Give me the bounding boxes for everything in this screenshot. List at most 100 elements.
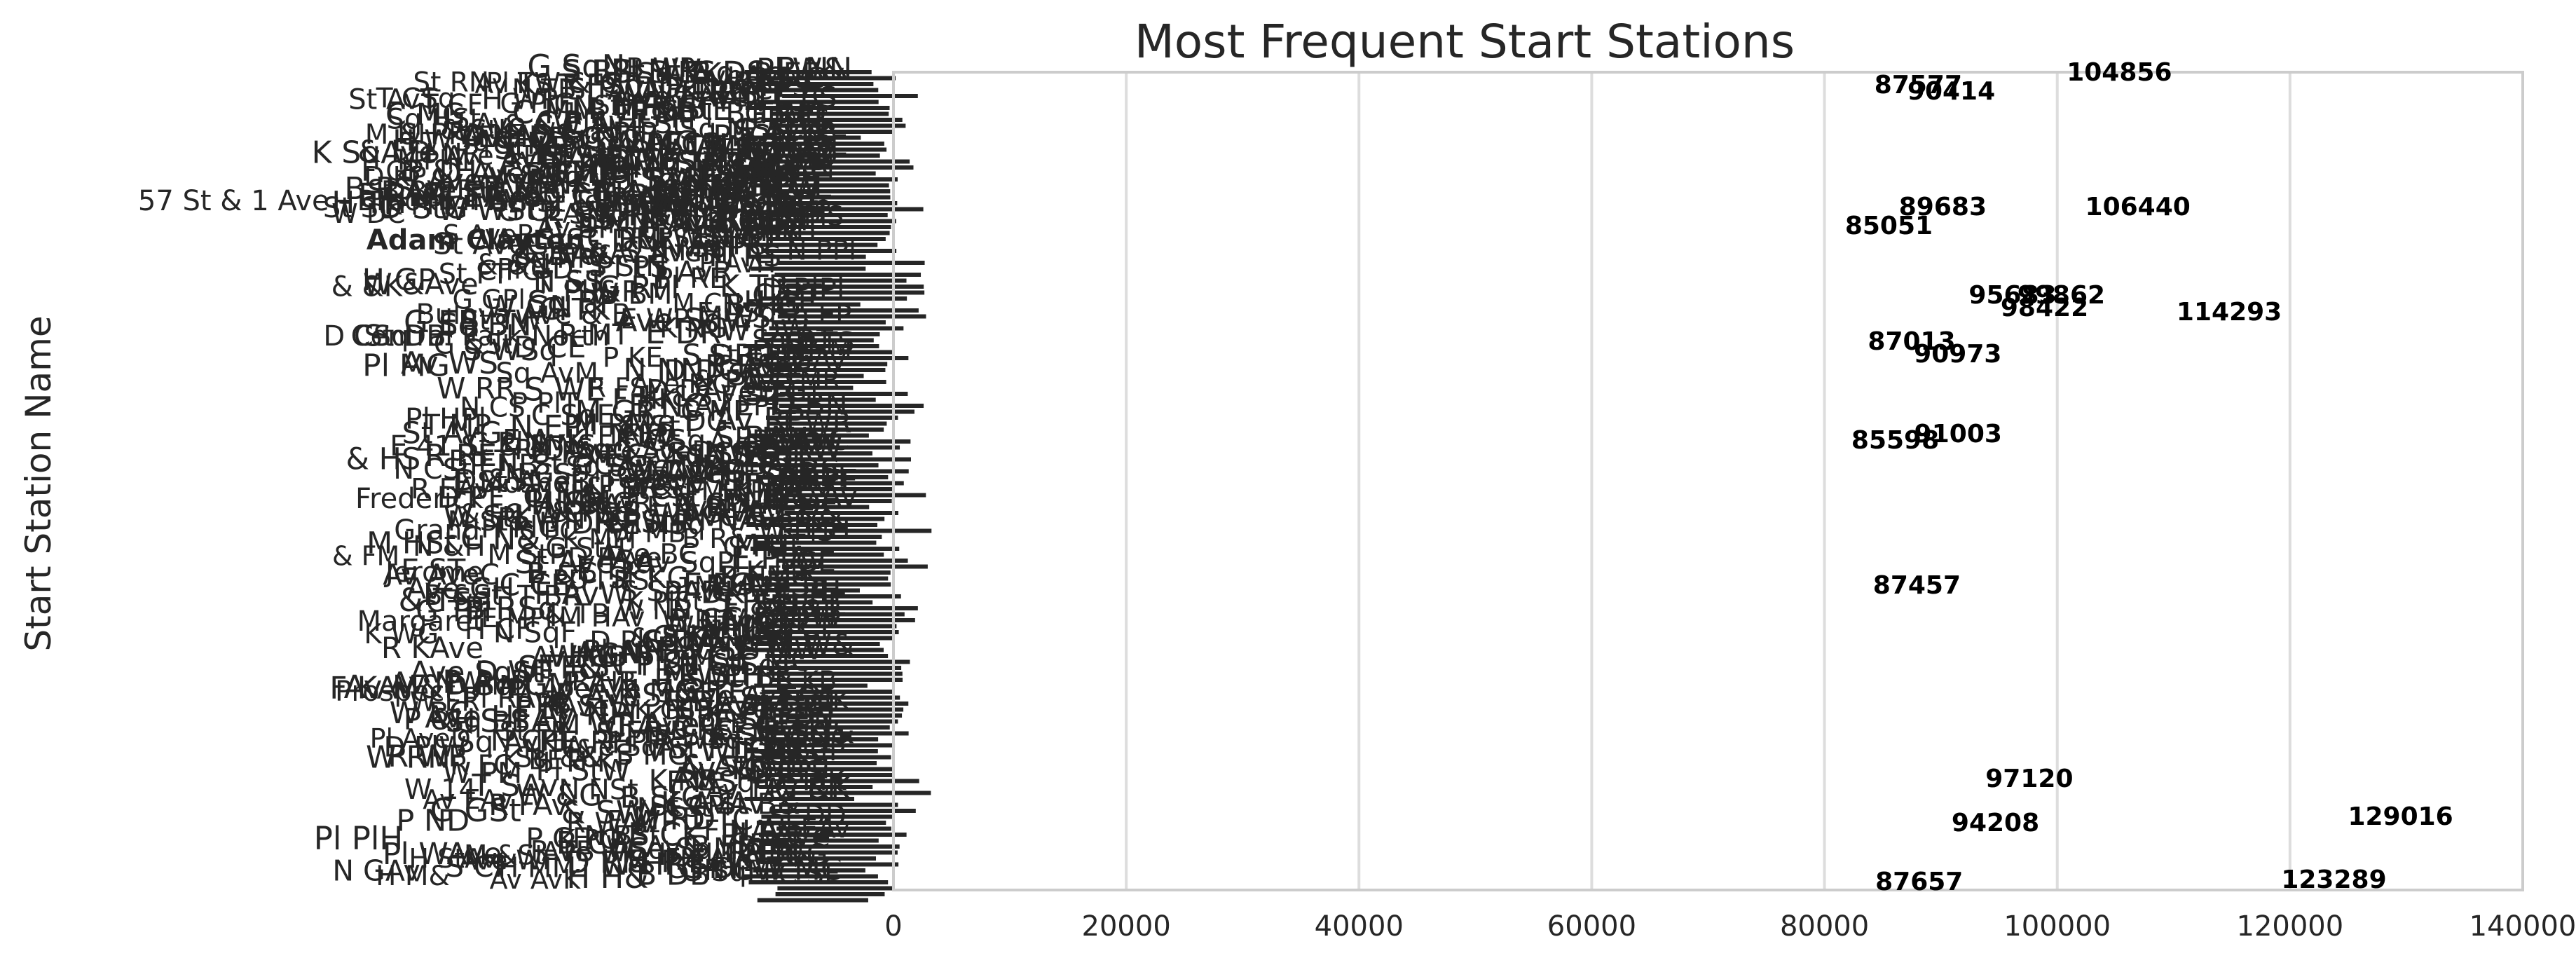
clutter-label: G TK [539, 292, 611, 327]
clutter-label: C DS [556, 155, 631, 191]
clutter-label: Pl CSt [645, 127, 732, 161]
value-label: 99862 [2017, 281, 2105, 310]
clutter-label: Pl EAve [426, 177, 542, 214]
clutter-label: M HN [694, 570, 771, 604]
clutter-label: K RE [649, 763, 717, 798]
clutter-label: C EG [426, 587, 493, 619]
clutter-label: T &Av [592, 148, 679, 182]
clutter-label: Pl DK [664, 575, 746, 611]
clutter-label: N EPl [509, 409, 591, 446]
clutter-mark [751, 850, 898, 855]
clutter-label: R WAv [566, 807, 655, 840]
y-tick-label: Prospect [335, 676, 455, 708]
clutter-label: W FT [668, 610, 734, 641]
clutter-label: W PM [443, 756, 523, 790]
clutter-label: G EP [404, 303, 477, 341]
clutter-label: Pl MM [525, 484, 611, 518]
clutter-mark [753, 183, 889, 188]
clutter-label: Ave SqW [616, 301, 755, 338]
clutter-label: S MG [615, 738, 690, 772]
clutter-label: K PlM [397, 145, 470, 176]
clutter-label: E WP [620, 304, 690, 336]
clutter-label: St AvT [348, 84, 437, 116]
clutter-label: B PS [344, 171, 413, 207]
clutter-label: St SC [323, 192, 398, 224]
clutter-label: St SK [543, 141, 619, 174]
clutter-label: D CE [514, 330, 587, 365]
value-label: 87013 [1868, 327, 1955, 356]
clutter-label: T FSq [556, 67, 643, 104]
clutter-label: S AveN [622, 235, 724, 268]
clutter-label: C ET [752, 278, 822, 313]
clutter-label: M PlW [673, 494, 756, 526]
clutter-label: F TK [576, 552, 640, 587]
clutter-label: St HW [494, 130, 591, 167]
clutter-label: P ND [396, 804, 470, 839]
clutter-mark [769, 326, 904, 331]
y-tick-label: 58 St & 2 Ave [492, 186, 683, 219]
clutter-label: N BSt [584, 821, 660, 852]
clutter-label: K SAv [671, 174, 746, 205]
clutter-label: Sq && [515, 741, 603, 774]
clutter-mark [750, 547, 900, 551]
clutter-label: K GSq [615, 424, 706, 459]
clutter-mark [779, 159, 910, 164]
clutter-mark [778, 278, 907, 283]
clutter-label: Ave SqAv [565, 731, 692, 762]
clutter-label: P NB [470, 448, 539, 482]
clutter-mark [751, 374, 864, 378]
clutter-label: E NR [483, 169, 559, 206]
value-label: 94208 [1952, 809, 2039, 837]
y-tick-label: E Mosholu [453, 467, 596, 500]
clutter-label: Pl RS [580, 565, 650, 596]
clutter-label: H TH [331, 185, 406, 221]
clutter-label: Pl AveD [370, 723, 471, 754]
clutter-label: Ave AvR [427, 163, 550, 198]
clutter-label: Pl WN [498, 502, 586, 537]
clutter-label: Sq AvM [495, 357, 598, 390]
clutter-label: F Ave& [523, 240, 617, 271]
clutter-label: R SS [542, 200, 612, 235]
clutter-mark [767, 856, 877, 861]
clutter-label: B GT [549, 121, 622, 156]
clutter-label: St AveB [477, 465, 591, 499]
clutter-label: B KM [549, 147, 624, 182]
clutter-label: W StK [444, 500, 535, 535]
clutter-label: R DAve [514, 434, 615, 466]
clutter-label: K CS [634, 694, 696, 725]
clutter-label: Av AveC [383, 558, 500, 591]
clutter-mark [762, 82, 874, 86]
clutter-mark [743, 302, 861, 307]
clutter-label: K PG [558, 824, 620, 855]
y-tick-label: 57 St & 1 Ave - Brooklyn Army Terminal [138, 185, 690, 217]
clutter-label: H MM [498, 852, 576, 884]
clutter-mark [755, 666, 902, 670]
clutter-label: H KF [566, 745, 632, 779]
clutter-label: H SH [530, 485, 608, 522]
y-tick-label: Adam Clayton [366, 224, 585, 256]
value-label: 90973 [1914, 340, 2001, 369]
clutter-label: E FE [439, 180, 507, 217]
clutter-mark [779, 392, 908, 396]
clutter-label: Av EAv [423, 784, 513, 815]
clutter-label: S AvK [643, 164, 729, 199]
clutter-mark [759, 296, 907, 301]
clutter-label: W RR [437, 371, 516, 406]
clutter-label: D KP [364, 161, 426, 192]
y-tick-label: Bulova Ave & B [416, 299, 631, 331]
clutter-label: Pl RE [656, 263, 727, 295]
clutter-label: R StW [547, 689, 638, 724]
clutter-mark [779, 404, 924, 408]
clutter-label: E PlH [654, 184, 726, 217]
clutter-mark [771, 308, 919, 313]
value-label: 98422 [2001, 294, 2088, 322]
clutter-label: C CE [499, 568, 570, 603]
clutter-label: S FF [596, 715, 661, 751]
clutter-label: D StG [378, 190, 467, 226]
clutter-label: D PlW [383, 732, 466, 764]
clutter-label: & &K [630, 623, 700, 655]
clutter-label: F NS [530, 428, 596, 462]
clutter-label: W MS [662, 182, 737, 213]
clutter-label: H DH [538, 506, 616, 541]
